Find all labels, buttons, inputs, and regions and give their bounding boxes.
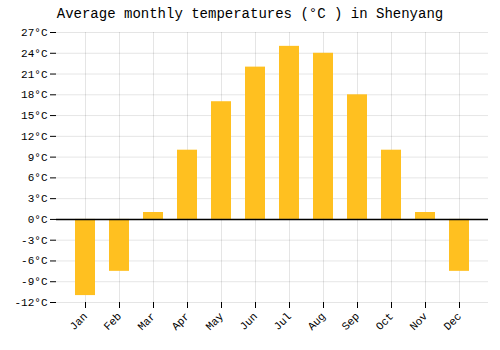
svg-text:Nov: Nov — [408, 310, 431, 333]
svg-text:21°C: 21°C — [21, 69, 48, 81]
svg-text:-12°C: -12°C — [14, 297, 47, 309]
svg-text:9°C: 9°C — [28, 152, 48, 164]
svg-text:27°C: 27°C — [21, 27, 48, 39]
svg-text:Jun: Jun — [238, 310, 260, 332]
svg-text:0°C: 0°C — [28, 214, 48, 226]
svg-text:18°C: 18°C — [21, 89, 48, 101]
svg-text:24°C: 24°C — [21, 48, 48, 60]
html-text:Average monthly temperatures (: Average monthly temperatures (°C ) in Sh… — [56, 6, 444, 22]
svg-text:May: May — [204, 310, 227, 333]
svg-text:-9°C: -9°C — [21, 276, 48, 288]
svg-text:-6°C: -6°C — [21, 255, 48, 267]
svg-text:Jul: Jul — [272, 310, 294, 332]
svg-text:Feb: Feb — [102, 310, 124, 332]
svg-text:Mar: Mar — [136, 310, 158, 332]
svg-text:Jan: Jan — [68, 310, 90, 332]
svg-text:3°C: 3°C — [28, 193, 48, 205]
svg-text:15°C: 15°C — [21, 110, 48, 122]
svg-text:Apr: Apr — [170, 310, 192, 332]
svg-text:Dec: Dec — [442, 310, 464, 332]
svg-text:Sep: Sep — [340, 310, 362, 332]
svg-text:-3°C: -3°C — [21, 235, 48, 247]
svg-text:6°C: 6°C — [28, 172, 48, 184]
svg-text:Aug: Aug — [306, 310, 328, 332]
svg-text:Oct: Oct — [374, 310, 396, 332]
svg-text:12°C: 12°C — [21, 131, 48, 143]
